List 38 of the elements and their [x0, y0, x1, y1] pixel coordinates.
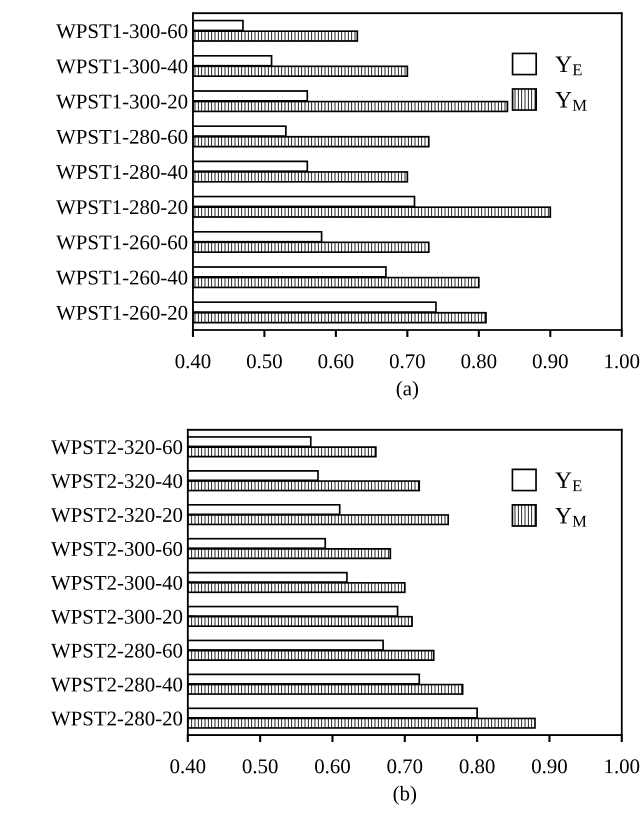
x-tick-label: 0.70 [387, 759, 422, 774]
y-tick-label: WPST2-280-60 [51, 644, 182, 658]
y-tick-label: WPST2-320-40 [51, 474, 182, 488]
legend-label: Y$_{E}$ [555, 56, 582, 76]
x-tick-label: 0.40 [176, 354, 210, 368]
x-tick-label: 0.70 [390, 354, 425, 368]
y-tick-label: WPST1-300-20 [56, 94, 188, 109]
x-tick-label: 0.80 [461, 354, 496, 368]
x-axis-title: (b) [394, 786, 416, 805]
y-tick-label: WPST1-300-60 [56, 24, 188, 38]
y-tick-label: WPST2-280-40 [51, 678, 182, 692]
x-tick-label: 0.50 [246, 354, 282, 368]
y-tick-label: WPST2-300-20 [51, 610, 182, 624]
x-tick-label: 0.60 [318, 354, 354, 368]
legend-label: Y$_{E}$ [555, 472, 582, 492]
y-tick-label: WPST2-320-60 [51, 440, 182, 454]
y-tick-label: WPST1-300-40 [56, 59, 188, 74]
y-tick-label: WPST1-260-20 [56, 306, 188, 320]
y-tick-label: WPST2-300-60 [51, 542, 182, 556]
x-tick-label: 1.00 [605, 354, 640, 368]
x-tick-label: 1.00 [605, 759, 640, 774]
x-tick-label: 0.90 [532, 354, 568, 368]
y-tick-label: WPST2-280-20 [51, 711, 182, 726]
y-tick-label: WPST1-260-40 [56, 270, 188, 285]
x-tick-label: 0.60 [315, 759, 350, 774]
x-tick-label: 0.80 [460, 759, 495, 774]
y-tick-label: WPST1-280-60 [56, 130, 188, 144]
x-tick-label: 0.50 [242, 759, 278, 774]
y-tick-label: WPST2-300-40 [51, 576, 182, 590]
legend-label: Y$_{M}$ [555, 92, 587, 111]
y-tick-label: WPST1-280-20 [56, 200, 188, 214]
y-tick-label: WPST1-260-60 [56, 235, 188, 250]
x-tick-label: 0.40 [170, 759, 206, 774]
y-tick-label: WPST2-320-20 [51, 508, 182, 522]
y-tick-label: WPST1-280-40 [56, 164, 188, 180]
x-axis-title: (a) [396, 380, 418, 400]
legend-label: Y$_{M}$ [555, 508, 586, 527]
x-tick-label: 0.90 [532, 759, 567, 774]
